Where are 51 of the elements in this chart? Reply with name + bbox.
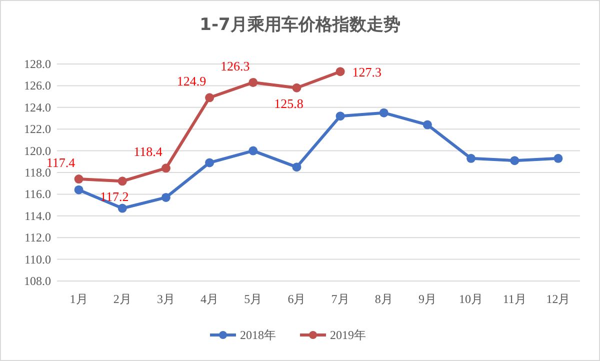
- point: [248, 78, 258, 87]
- data-label: 117.2: [100, 189, 129, 204]
- x-tick-label: 7月: [331, 292, 350, 306]
- y-tick-label: 112.0: [24, 230, 51, 245]
- x-tick-label: 10月: [459, 292, 484, 306]
- point: [379, 108, 388, 118]
- x-tick-label: 2月: [113, 292, 132, 306]
- data-label: 126.3: [220, 58, 250, 74]
- x-tick-label: 4月: [200, 292, 219, 306]
- x-tick-label: 12月: [546, 292, 570, 306]
- point: [118, 204, 127, 213]
- title: 1-7月乘用车价格指数走势: [200, 15, 400, 35]
- data-label: 124.9: [176, 74, 206, 89]
- y-tick-label: 114.0: [24, 208, 51, 223]
- point: [118, 176, 127, 186]
- x-tick-label: 11月: [502, 292, 526, 306]
- y-tick-label: 120.0: [24, 144, 51, 158]
- point: [205, 158, 214, 168]
- point: [74, 185, 84, 194]
- data-label: 127.3: [352, 64, 382, 80]
- point: [466, 154, 476, 163]
- point: [205, 93, 214, 102]
- point: [161, 164, 170, 173]
- x-tick-label: 8月: [374, 292, 393, 306]
- point: [292, 162, 302, 172]
- point: [336, 112, 345, 121]
- point: [161, 192, 170, 202]
- legend-label: 2018年: [240, 328, 276, 342]
- point: [248, 146, 258, 156]
- y-tick-label: 116.0: [24, 187, 51, 202]
- data-label: 118.4: [134, 144, 163, 160]
- point: [554, 154, 563, 163]
- point: [422, 120, 432, 130]
- x-tick-label: 1月: [70, 292, 88, 306]
- y-tick-label: 122.0: [24, 122, 51, 136]
- point: [292, 83, 302, 92]
- y-tick-label: 110.0: [24, 252, 51, 266]
- point: [510, 156, 520, 166]
- point: [74, 174, 84, 184]
- y-tick-label: 128.0: [24, 57, 51, 71]
- y-tick-label: 108.0: [24, 274, 51, 288]
- x-tick-label: 3月: [156, 292, 175, 306]
- y-tick-label: 118.0: [24, 166, 51, 180]
- x-tick-label: 9月: [418, 292, 436, 306]
- data-label: 125.8: [274, 96, 304, 111]
- legend-label: 2019年: [330, 328, 366, 342]
- point: [336, 67, 345, 76]
- y-tick-label: 126.0: [24, 78, 51, 93]
- y-tick-label: 124.0: [24, 100, 51, 114]
- x-tick-label: 6月: [288, 292, 306, 306]
- x-tick-label: 5月: [244, 292, 262, 306]
